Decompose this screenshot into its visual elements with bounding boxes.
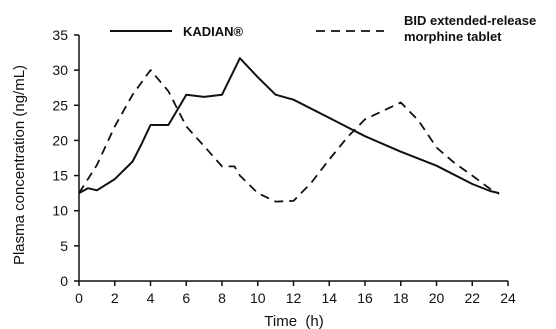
y-tick-label: 0 xyxy=(60,273,68,289)
x-tick-label: 22 xyxy=(464,290,480,306)
x-axis-title: Time (h) xyxy=(264,313,323,329)
legend-label-kadian: KADIAN® xyxy=(183,24,244,39)
legend: KADIAN® BID extended-release morphine tabl… xyxy=(110,13,536,44)
y-tick-label: 35 xyxy=(52,27,68,43)
x-axis: 0 2 4 6 8 10 12 14 16 18 20 22 24 xyxy=(75,280,516,306)
x-tick-label: 8 xyxy=(218,290,226,306)
y-tick-label: 30 xyxy=(52,62,68,78)
x-tick-label: 2 xyxy=(111,290,119,306)
x-tick-label: 12 xyxy=(286,290,302,306)
x-tick-label: 6 xyxy=(182,290,190,306)
legend-label-bid: BID extended-release morphine tablet xyxy=(404,13,536,44)
x-tick-label: 4 xyxy=(147,290,155,306)
x-tick-label: 24 xyxy=(500,290,516,306)
y-tick-label: 20 xyxy=(52,132,68,148)
x-tick-label: 16 xyxy=(357,290,373,306)
x-tick-label: 14 xyxy=(321,290,337,306)
y-tick-label: 5 xyxy=(60,238,68,254)
series-line-1 xyxy=(78,57,500,195)
y-axis-title: Plasma concentration (ng/mL) xyxy=(11,65,28,265)
x-tick-label: 20 xyxy=(429,290,445,306)
series-line-2 xyxy=(78,69,500,203)
y-tick-label: 10 xyxy=(52,203,68,219)
x-tick-label: 10 xyxy=(250,290,266,306)
y-tick-label: 15 xyxy=(52,168,68,184)
series-layer xyxy=(78,57,500,203)
y-axis: 0 5 10 15 20 25 30 35 xyxy=(52,27,80,289)
x-tick-label: 18 xyxy=(393,290,409,306)
y-tick-label: 25 xyxy=(52,97,68,113)
x-tick-label: 0 xyxy=(75,290,83,306)
